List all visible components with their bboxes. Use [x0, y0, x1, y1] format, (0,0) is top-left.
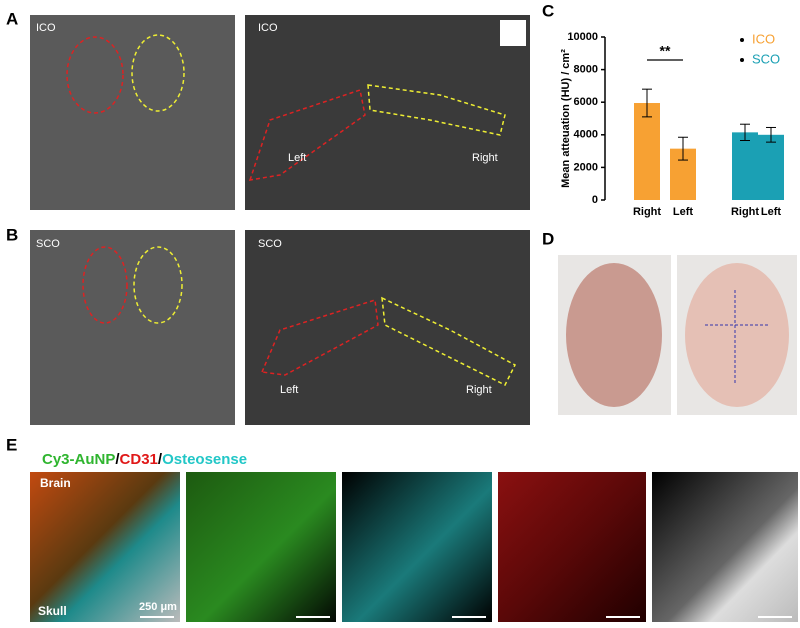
legend-marker	[740, 58, 744, 62]
x-tick-label: Left	[673, 206, 694, 218]
stain-title: Cy3-AuNP/CD31/Osteosense	[42, 451, 247, 468]
x-tick-label: Left	[761, 206, 782, 218]
y-tick-label: 2000	[574, 161, 598, 173]
micrograph	[498, 472, 646, 622]
title-part: Osteosense	[162, 451, 247, 468]
bar-chart: 0 2000 4000 6000 8000 10000 Mean atteuation (H…	[560, 31, 784, 218]
side-label: Right	[466, 384, 492, 396]
legend-label: ICO	[752, 31, 775, 46]
title-part: Cy3-AuNP	[42, 451, 115, 468]
micrograph	[30, 472, 180, 622]
y-tick-label: 8000	[574, 64, 598, 76]
micrograph	[186, 472, 336, 622]
title-part: CD31	[120, 451, 158, 468]
legend-marker	[740, 38, 744, 42]
region-label: Skull	[38, 604, 67, 618]
ct-image	[30, 230, 235, 425]
bar	[634, 103, 660, 200]
panel-label: B	[6, 225, 18, 244]
region-label: Brain	[40, 476, 71, 490]
roi	[248, 89, 366, 181]
roi	[381, 296, 516, 387]
skull	[566, 263, 662, 407]
ct-image	[30, 15, 235, 210]
x-tick-label: Right	[633, 206, 661, 218]
roi	[367, 84, 506, 136]
roi	[260, 299, 379, 376]
panel-label: E	[6, 435, 17, 454]
side-label: Left	[280, 384, 298, 396]
side-label: Right	[472, 152, 498, 164]
panel-label: A	[6, 9, 18, 28]
bar	[758, 134, 784, 200]
significance-label: **	[660, 43, 671, 59]
image-label: SCO	[258, 238, 282, 250]
y-tick-label: 0	[592, 194, 598, 206]
rabbit-icon	[500, 20, 526, 46]
micrograph	[342, 472, 492, 622]
y-axis-label: Mean atteuation (HU) / cm²	[560, 49, 572, 188]
y-tick-label: 6000	[574, 96, 598, 108]
y-tick-label: 4000	[574, 129, 598, 141]
image-label: ICO	[258, 22, 278, 34]
y-tick-label: 10000	[567, 31, 598, 43]
panel-label: D	[542, 229, 554, 248]
legend-label: SCO	[752, 51, 780, 66]
panel-label: C	[542, 1, 554, 20]
image-label: ICO	[36, 22, 56, 34]
image-label: SCO	[36, 238, 60, 250]
roi	[131, 34, 185, 112]
scale-bar-label: 250 μm	[139, 601, 177, 613]
title-part: /	[115, 451, 120, 468]
bar	[732, 132, 758, 200]
roi	[133, 246, 183, 324]
roi	[82, 246, 128, 324]
ct-image	[245, 230, 530, 425]
micrograph	[652, 472, 798, 622]
roi	[66, 36, 124, 114]
title-part: /	[158, 451, 163, 468]
side-label: Left	[288, 152, 306, 164]
skull	[685, 263, 789, 407]
x-tick-label: Right	[731, 206, 759, 218]
